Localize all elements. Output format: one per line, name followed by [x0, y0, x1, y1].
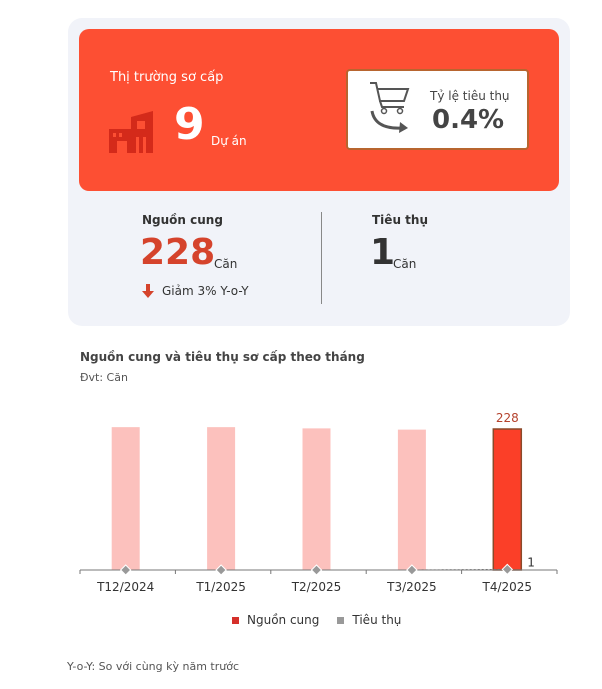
supply-change-text: Giảm 3% Y-o-Y	[162, 284, 249, 298]
sales-point	[215, 564, 227, 576]
sales-rate-label: Tỷ lệ tiêu thụ	[430, 89, 510, 103]
supply-unit: Căn	[214, 257, 238, 271]
sales-label: Tiêu thụ	[372, 213, 428, 227]
arrow-down-icon	[142, 284, 154, 298]
chart-subtitle: Đvt: Căn	[80, 371, 128, 384]
sales-point	[501, 563, 514, 576]
legend-item-sales[interactable]: Tiêu thụ	[337, 613, 401, 627]
sales-point	[310, 564, 323, 576]
sales-value: 1	[370, 232, 396, 273]
projects-count: 9	[174, 99, 205, 150]
sales-rate-value: 0.4%	[432, 105, 505, 135]
bar-supply	[111, 427, 140, 570]
market-title: Thị trường sơ cấp	[110, 70, 224, 85]
x-tick-label: T1/2025	[195, 580, 246, 594]
x-tick-label: T12/2024	[96, 580, 154, 594]
sales-point	[406, 564, 418, 576]
chart-title: Nguồn cung và tiêu thụ sơ cấp theo tháng	[80, 350, 365, 364]
point-label: 1	[527, 555, 535, 569]
projects-unit: Dự án	[211, 134, 247, 148]
market-hero: Thị trường sơ cấp 9 Dự án Tỷ lệ tiêu thụ…	[79, 29, 559, 191]
building-icon	[109, 111, 153, 153]
bar-label: 228	[496, 411, 519, 425]
legend-label: Tiêu thụ	[352, 613, 402, 627]
bar-supply	[397, 429, 426, 570]
footnote: Y-o-Y: So với cùng kỳ năm trước	[67, 660, 240, 673]
x-tick-label: T2/2025	[291, 580, 342, 594]
x-tick-label: T4/2025	[482, 580, 533, 594]
supply-value: 228	[140, 232, 216, 273]
legend-label: Nguồn cung	[247, 613, 320, 627]
shopping-cart-icon	[370, 82, 410, 133]
bar-chart: 228 1 T12/2024 T1/2025 T2/2025 T3/2025 T4/2025	[79, 411, 558, 594]
bar-supply	[207, 427, 236, 570]
supply-label: Nguồn cung	[142, 213, 223, 227]
x-tick-label: T3/2025	[386, 580, 437, 594]
bar-supply	[302, 428, 331, 570]
sales-point	[119, 564, 132, 576]
supply-change: Giảm 3% Y-o-Y	[142, 284, 249, 298]
sales-rate-box: Tỷ lệ tiêu thụ 0.4%	[346, 69, 529, 150]
legend-swatch	[232, 617, 239, 624]
bar-supply	[492, 428, 523, 571]
legend-swatch	[337, 617, 345, 624]
legend-item-supply[interactable]: Nguồn cung	[232, 613, 319, 627]
divider	[321, 212, 322, 304]
legend: Nguồn cung Tiêu thụ	[232, 613, 401, 627]
sales-unit: Căn	[393, 257, 417, 271]
